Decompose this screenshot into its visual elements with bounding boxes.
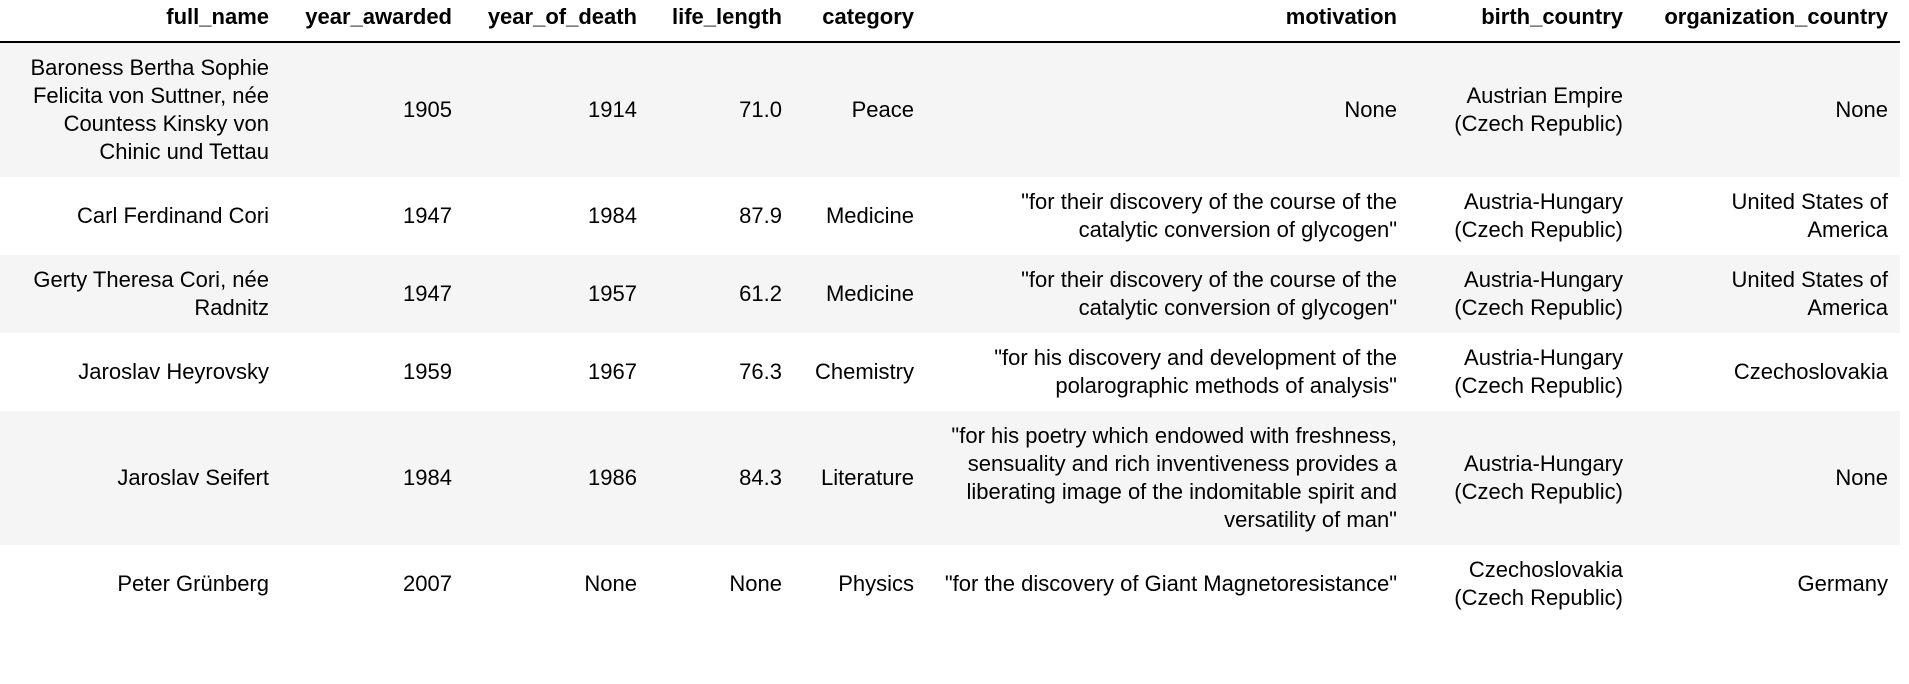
- column-header: category: [794, 0, 926, 43]
- motivation-cell: "for their discovery of the course of th…: [1021, 189, 1397, 242]
- organization-country-cell: Germany: [1797, 571, 1888, 596]
- motivation-cell: "for their discovery of the course of th…: [1021, 267, 1397, 320]
- full-name-cell: Carl Ferdinand Cori: [77, 203, 269, 228]
- column-header: organization_country: [1635, 0, 1900, 43]
- birth-country-cell: Austria-Hungary (Czech Republic): [1454, 267, 1623, 320]
- motivation-cell: "for his poetry which endowed with fresh…: [951, 423, 1397, 532]
- full-name-cell: Baroness Bertha Sophie Felicita von Sutt…: [30, 55, 270, 164]
- life-length-cell: 71.0: [739, 97, 782, 122]
- year-awarded-cell: 1959: [403, 359, 452, 384]
- category-cell: Medicine: [825, 281, 914, 306]
- category-cell: Medicine: [825, 203, 914, 228]
- header-row: full_name year_awarded year_of_death lif…: [0, 0, 1900, 43]
- motivation-cell: "for the discovery of Giant Magnetoresis…: [944, 571, 1397, 596]
- column-header: full_name: [0, 0, 281, 43]
- year-awarded-cell: 1947: [403, 203, 452, 228]
- column-header: life_length: [649, 0, 794, 43]
- column-header: year_awarded: [281, 0, 464, 43]
- full-name-cell: Gerty Theresa Cori, née Radnitz: [33, 267, 269, 320]
- life-length-cell: None: [729, 571, 782, 596]
- table-row: Baroness Bertha Sophie Felicita von Sutt…: [0, 42, 1900, 177]
- organization-country-cell: Czechoslovakia: [1733, 359, 1888, 384]
- full-name-cell: Jaroslav Seifert: [117, 465, 269, 490]
- organization-country-cell: None: [1835, 465, 1888, 490]
- life-length-cell: 76.3: [739, 359, 782, 384]
- year-of-death-cell: None: [584, 571, 637, 596]
- year-awarded-cell: 1947: [403, 281, 452, 306]
- column-header: year_of_death: [464, 0, 649, 43]
- full-name-cell: Jaroslav Heyrovsky: [78, 359, 269, 384]
- table-row: Jaroslav Heyrovsky 1959 1967 76.3 Chemis…: [0, 333, 1900, 411]
- motivation-cell: "for his discovery and development of th…: [994, 345, 1397, 398]
- table-row: Gerty Theresa Cori, née Radnitz 1947 195…: [0, 255, 1900, 333]
- year-of-death-cell: 1986: [588, 465, 637, 490]
- life-length-cell: 84.3: [739, 465, 782, 490]
- column-header: motivation: [926, 0, 1409, 43]
- organization-country-cell: United States of America: [1731, 189, 1888, 242]
- full-name-cell: Peter Grünberg: [117, 571, 269, 596]
- category-cell: Peace: [851, 97, 914, 122]
- birth-country-cell: Austria-Hungary (Czech Republic): [1454, 345, 1623, 398]
- organization-country-cell: None: [1835, 97, 1888, 122]
- life-length-cell: 61.2: [739, 281, 782, 306]
- column-header: birth_country: [1409, 0, 1635, 43]
- dataframe-table: full_name year_awarded year_of_death lif…: [0, 0, 1900, 623]
- year-awarded-cell: 1905: [403, 97, 452, 122]
- year-awarded-cell: 2007: [403, 571, 452, 596]
- year-of-death-cell: 1984: [588, 203, 637, 228]
- organization-country-cell: United States of America: [1731, 267, 1888, 320]
- year-of-death-cell: 1914: [588, 97, 637, 122]
- life-length-cell: 87.9: [739, 203, 782, 228]
- year-of-death-cell: 1957: [588, 281, 637, 306]
- table-row: Peter Grünberg 2007 None None Physics "f…: [0, 545, 1900, 623]
- category-cell: Physics: [838, 571, 914, 596]
- birth-country-cell: Czechoslovakia (Czech Republic): [1454, 557, 1623, 610]
- table-row: Jaroslav Seifert 1984 1986 84.3 Literatu…: [0, 411, 1900, 545]
- birth-country-cell: Austria-Hungary (Czech Republic): [1454, 189, 1623, 242]
- motivation-cell: None: [1344, 97, 1397, 122]
- table-row: Carl Ferdinand Cori 1947 1984 87.9 Medic…: [0, 177, 1900, 255]
- birth-country-cell: Austria-Hungary (Czech Republic): [1454, 451, 1623, 504]
- year-awarded-cell: 1984: [403, 465, 452, 490]
- category-cell: Literature: [821, 465, 914, 490]
- birth-country-cell: Austrian Empire (Czech Republic): [1454, 83, 1623, 136]
- category-cell: Chemistry: [814, 359, 914, 384]
- year-of-death-cell: 1967: [588, 359, 637, 384]
